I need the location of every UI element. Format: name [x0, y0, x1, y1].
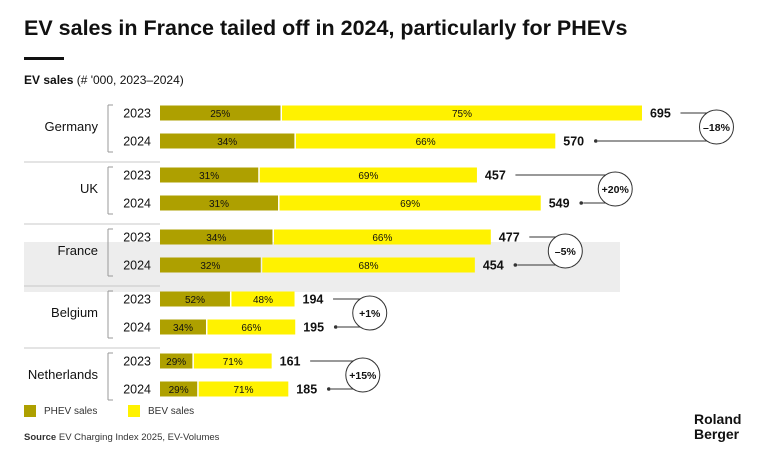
bev-pct-label: 66%: [372, 233, 392, 244]
bar-phev-france-2024: [160, 257, 261, 273]
year-label: 2023: [123, 355, 151, 369]
legend-bev: BEV sales: [128, 405, 194, 417]
bar-phev-uk-2024: [160, 195, 279, 211]
legend-phev: PHEV sales: [24, 405, 97, 417]
total-label-germany-2023: 695: [650, 107, 671, 121]
bar-bev-france-2024: [262, 257, 475, 273]
country-label-france: France: [58, 243, 98, 258]
bar-bev-germany-2023: [281, 105, 642, 121]
phev-pct-label: 29%: [166, 357, 186, 368]
bar-bev-france-2023: [273, 229, 491, 245]
country-label-uk: UK: [80, 181, 98, 196]
year-label: 2024: [123, 135, 151, 149]
phev-pct-label: 34%: [217, 137, 237, 148]
change-arrow-dot: [579, 201, 584, 205]
total-label-netherlands-2023: 161: [280, 355, 301, 369]
year-label: 2023: [123, 231, 151, 245]
bev-pct-label: 75%: [452, 109, 472, 120]
brand-line-2: Berger: [694, 426, 740, 442]
change-badge-germany: [698, 109, 734, 145]
country-label-belgium: Belgium: [51, 305, 98, 320]
change-badge-uk: [597, 171, 633, 207]
phev-pct-label: 34%: [173, 323, 193, 334]
change-arrow-dot: [593, 139, 598, 143]
year-label: 2024: [123, 383, 151, 397]
bev-pct-label: 66%: [241, 323, 261, 334]
total-label-germany-2024: 570: [563, 135, 584, 149]
chart-title: EV sales in France tailed off in 2024, p…: [24, 16, 628, 40]
bar-phev-france-2023: [160, 229, 273, 245]
bar-phev-germany-2024: [160, 133, 295, 149]
phev-pct-label: 52%: [185, 295, 205, 306]
subtitle-rest: (# '000, 2023–2024): [73, 73, 184, 87]
title-underline: [24, 57, 64, 60]
change-badge-france: [547, 233, 583, 269]
bar-phev-uk-2023: [160, 167, 259, 183]
phev-pct-label: 29%: [169, 385, 189, 396]
bar-phev-germany-2023: [160, 105, 281, 121]
source-label: Source: [24, 432, 57, 443]
subtitle-bold: EV sales: [24, 73, 74, 87]
change-label-netherlands: +15%: [349, 370, 377, 382]
bar-bev-uk-2023: [259, 167, 477, 183]
total-label-belgium-2023: 194: [303, 293, 324, 307]
year-label: 2024: [123, 321, 151, 335]
total-label-belgium-2024: 195: [303, 321, 324, 335]
bar-bev-uk-2024: [279, 195, 541, 211]
change-arrow-dot: [326, 387, 331, 391]
brand-line-1: Roland: [694, 411, 742, 427]
chart-subtitle: EV sales (# '000, 2023–2024): [24, 73, 184, 87]
country-label-netherlands: Netherlands: [28, 367, 99, 382]
total-label-france-2024: 454: [483, 259, 504, 273]
total-label-uk-2024: 549: [549, 197, 570, 211]
bev-pct-label: 48%: [253, 295, 273, 306]
legend-bev-label: BEV sales: [148, 405, 195, 417]
bar-phev-belgium-2023: [160, 291, 230, 307]
year-label: 2024: [123, 197, 151, 211]
bar-bev-netherlands-2024: [198, 381, 289, 397]
bev-pct-label: 69%: [400, 199, 420, 210]
change-label-uk: +20%: [602, 184, 630, 196]
legend-bev-swatch: [128, 405, 140, 417]
source-text: EV Charging Index 2025, EV-Volumes: [56, 432, 220, 443]
phev-pct-label: 32%: [200, 261, 220, 272]
year-label: 2023: [123, 293, 151, 307]
phev-pct-label: 25%: [210, 109, 230, 120]
legend-phev-label: PHEV sales: [44, 405, 98, 417]
total-label-uk-2023: 457: [485, 169, 506, 183]
change-arrow-dot: [333, 325, 338, 329]
bar-phev-belgium-2024: [160, 319, 206, 335]
bev-pct-label: 71%: [223, 357, 243, 368]
change-label-germany: –18%: [703, 122, 731, 134]
bar-bev-germany-2024: [295, 133, 556, 149]
change-label-belgium: +1%: [359, 308, 381, 320]
total-label-france-2023: 477: [499, 231, 520, 245]
phev-pct-label: 31%: [209, 199, 229, 210]
bar-bev-belgium-2023: [231, 291, 295, 307]
year-label: 2024: [123, 259, 151, 273]
phev-pct-label: 34%: [206, 233, 226, 244]
total-label-netherlands-2024: 185: [296, 383, 317, 397]
country-label-germany: Germany: [45, 119, 99, 134]
change-arrow-dot: [513, 263, 518, 267]
year-label: 2023: [123, 107, 151, 121]
bar-phev-netherlands-2024: [160, 381, 198, 397]
brand-logo: Roland Berger: [694, 412, 741, 442]
bev-pct-label: 68%: [359, 261, 379, 272]
phev-pct-label: 31%: [199, 171, 219, 182]
change-badge-belgium: [352, 295, 388, 331]
bev-pct-label: 66%: [416, 137, 436, 148]
bev-pct-label: 71%: [233, 385, 253, 396]
source-note: Source EV Charging Index 2025, EV-Volume…: [24, 432, 219, 443]
change-label-france: –5%: [555, 246, 577, 258]
bar-bev-netherlands-2023: [193, 353, 272, 369]
bar-bev-belgium-2024: [207, 319, 296, 335]
year-label: 2023: [123, 169, 151, 183]
change-badge-netherlands: [345, 357, 381, 393]
bev-pct-label: 69%: [358, 171, 378, 182]
bar-phev-netherlands-2023: [160, 353, 193, 369]
legend-phev-swatch: [24, 405, 36, 417]
